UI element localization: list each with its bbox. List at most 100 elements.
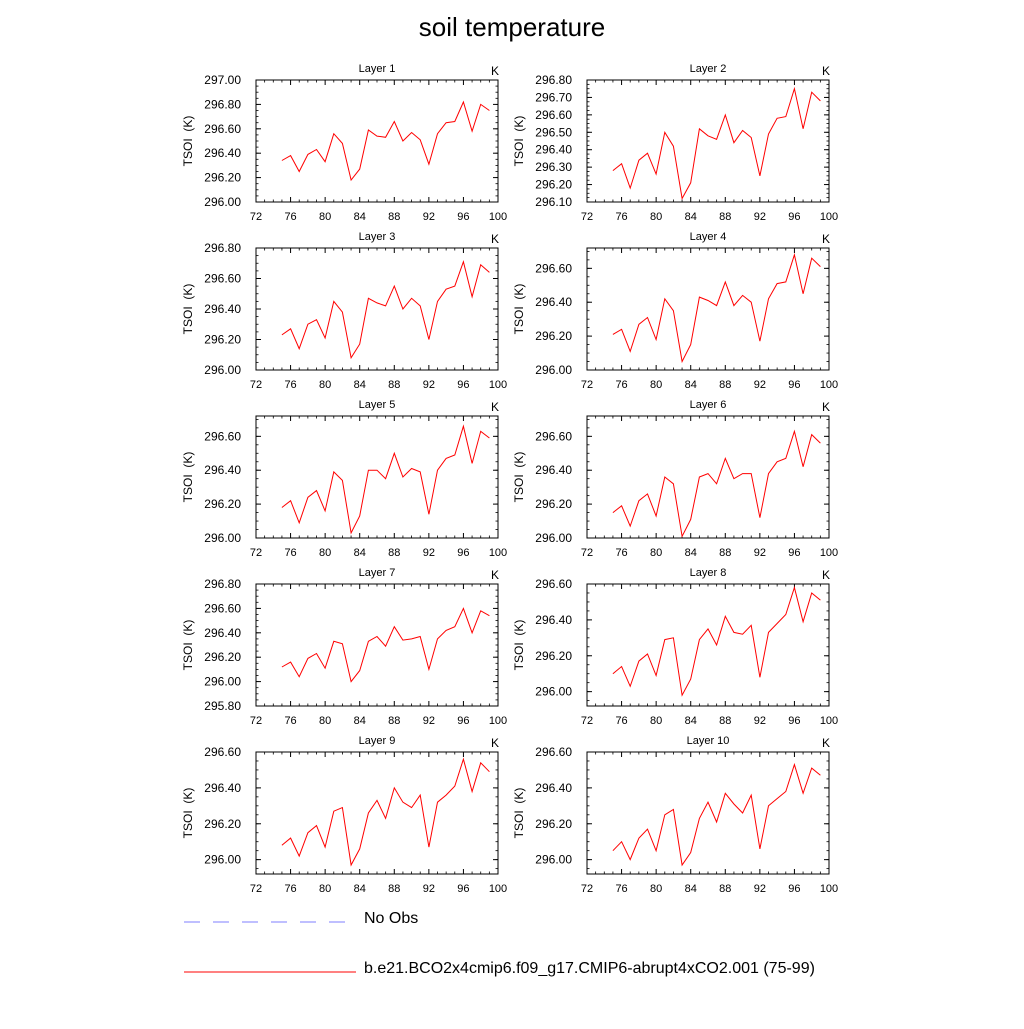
y-tick-label: 296.40: [204, 781, 241, 795]
x-tick-label: 84: [354, 715, 366, 727]
x-tick-label: 80: [319, 883, 331, 895]
x-tick-label: 72: [581, 883, 593, 895]
x-tick-label: 72: [250, 211, 262, 223]
x-tick-label: 76: [615, 379, 627, 391]
x-tick-label: 100: [489, 547, 507, 559]
y-tick-label: 296.40: [204, 626, 241, 640]
y-tick-label: 296.40: [535, 463, 572, 477]
y-tick-label: 296.40: [204, 302, 241, 316]
x-tick-label: 80: [650, 883, 662, 895]
y-tick-label: 296.60: [535, 577, 572, 591]
plot-frame: [255, 583, 499, 707]
plot-frame: [586, 247, 830, 371]
x-tick-label: 96: [457, 547, 469, 559]
x-tick-label: 80: [650, 547, 662, 559]
units-label: K: [491, 568, 499, 582]
y-tick-label: 296.80: [535, 73, 572, 87]
y-tick-label: 296.00: [535, 685, 572, 699]
x-tick-label: 92: [423, 379, 435, 391]
x-tick-label: 88: [719, 211, 731, 223]
x-tick-label: 92: [754, 715, 766, 727]
plot-frame: [586, 415, 830, 539]
panel-title: Layer 10: [687, 735, 730, 747]
x-tick-label: 88: [388, 883, 400, 895]
legend-swatch-dashed: [184, 921, 356, 923]
y-axis-label: TSOI (K): [512, 116, 526, 167]
y-tick-label: 296.00: [204, 853, 241, 867]
y-tick-label: 296.60: [535, 429, 572, 443]
x-tick-label: 88: [388, 715, 400, 727]
series-line: [612, 585, 821, 697]
panel-1: Layer 1 K 72 76 80 84 88 92 96 100 296.00 296.20 296…: [181, 63, 507, 223]
series-line: [612, 762, 821, 867]
x-tick-label: 80: [650, 379, 662, 391]
x-tick-label: 84: [685, 715, 697, 727]
x-tick-label: 84: [354, 379, 366, 391]
y-tick-label: 296.60: [204, 272, 241, 286]
x-tick-label: 92: [754, 211, 766, 223]
y-tick-label: 296.20: [204, 497, 241, 511]
x-tick-label: 84: [354, 547, 366, 559]
series-line: [281, 607, 490, 683]
x-tick-label: 88: [719, 715, 731, 727]
series-line: [612, 429, 821, 538]
x-tick-label: 100: [820, 715, 838, 727]
x-tick-label: 100: [489, 883, 507, 895]
x-tick-label: 100: [489, 379, 507, 391]
panel-2: Layer 2 K 72 76 80 84 88 92 96 100 296.10 296.20 296…: [512, 63, 838, 223]
y-tick-label: 296.20: [535, 178, 572, 192]
legend-swatch-solid: [184, 971, 356, 973]
panel-7: Layer 7 K 72 76 80 84 88 92 96 100 295.80 296.00 296…: [181, 567, 507, 727]
y-tick-label: 296.00: [535, 853, 572, 867]
plot-frame: [255, 79, 499, 203]
y-axis-label: TSOI (K): [512, 284, 526, 335]
x-tick-label: 92: [423, 211, 435, 223]
x-tick-label: 84: [354, 883, 366, 895]
y-tick-label: 296.60: [204, 601, 241, 615]
x-tick-label: 84: [685, 211, 697, 223]
units-label: K: [822, 736, 830, 750]
x-tick-label: 72: [250, 715, 262, 727]
y-tick-label: 296.00: [204, 363, 241, 377]
series-line: [281, 259, 490, 360]
panel-title: Layer 9: [359, 735, 396, 747]
panel-title: Layer 3: [359, 231, 396, 243]
y-tick-label: 296.10: [535, 195, 572, 209]
panel-8: Layer 8 K 72 76 80 84 88 92 96 100 296.00 296.20 296…: [512, 567, 838, 727]
series-line: [281, 757, 490, 867]
x-tick-label: 96: [457, 715, 469, 727]
x-tick-label: 92: [754, 883, 766, 895]
panel-4: Layer 4 K 72 76 80 84 88 92 96 100 296.00 296.20 296…: [512, 231, 838, 391]
x-tick-label: 72: [581, 211, 593, 223]
plot-frame: [586, 583, 830, 707]
x-tick-label: 80: [650, 211, 662, 223]
x-tick-label: 92: [423, 883, 435, 895]
series-line: [281, 424, 490, 535]
y-tick-label: 296.40: [204, 146, 241, 160]
y-tick-label: 296.00: [535, 363, 572, 377]
x-tick-label: 72: [250, 547, 262, 559]
units-label: K: [491, 232, 499, 246]
x-tick-label: 100: [820, 211, 838, 223]
y-axis-label: TSOI (K): [512, 620, 526, 671]
panel-9: Layer 9 K 72 76 80 84 88 92 96 100 296.00 296.20 296…: [181, 735, 507, 895]
panel-10: Layer 10 K 72 76 80 84 88 92 96 100 296.00 296.20 29…: [512, 735, 838, 895]
x-tick-label: 96: [788, 547, 800, 559]
panel-title: Layer 6: [690, 399, 727, 411]
x-tick-label: 76: [615, 211, 627, 223]
y-tick-label: 296.80: [204, 97, 241, 111]
chart-title: soil temperature: [418, 12, 606, 42]
units-label: K: [822, 64, 830, 78]
plot-frame: [255, 751, 499, 875]
panel-6: Layer 6 K 72 76 80 84 88 92 96 100 296.00 296.20 296…: [512, 399, 838, 559]
x-tick-label: 80: [650, 715, 662, 727]
y-tick-label: 296.40: [535, 295, 572, 309]
x-tick-label: 76: [615, 547, 627, 559]
plot-frame: [586, 79, 830, 203]
y-tick-label: 296.60: [535, 745, 572, 759]
x-tick-label: 80: [319, 715, 331, 727]
y-tick-label: 296.60: [535, 108, 572, 122]
x-tick-label: 88: [719, 883, 731, 895]
panel-title: Layer 1: [359, 63, 396, 75]
x-tick-label: 88: [719, 379, 731, 391]
